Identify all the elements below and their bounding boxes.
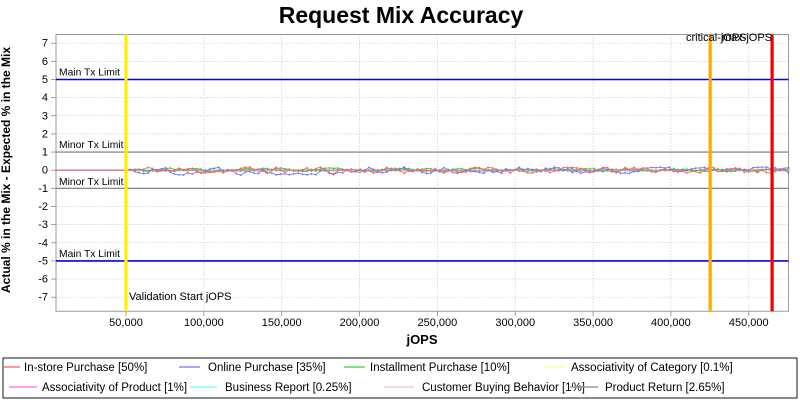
svg-text:250,000: 250,000 [417, 317, 457, 329]
svg-text:300,000: 300,000 [495, 317, 535, 329]
svg-text:7: 7 [42, 38, 48, 50]
svg-text:200,000: 200,000 [340, 317, 380, 329]
svg-text:Associativity of Category [0.1: Associativity of Category [0.1%] [571, 362, 733, 374]
svg-text:Request Mix Accuracy: Request Mix Accuracy [279, 2, 524, 28]
svg-text:-4: -4 [38, 237, 48, 249]
svg-text:2: 2 [42, 128, 48, 140]
svg-text:Online Purchase [35%]: Online Purchase [35%] [208, 362, 326, 374]
svg-text:4: 4 [42, 92, 48, 104]
svg-text:Minor Tx Limit: Minor Tx Limit [59, 177, 124, 188]
svg-text:450,000: 450,000 [729, 317, 769, 329]
svg-text:Installment Purchase [10%]: Installment Purchase [10%] [370, 362, 510, 374]
svg-text:max-jOPS: max-jOPS [722, 32, 772, 44]
svg-text:Main Tx Limit: Main Tx Limit [59, 249, 120, 260]
svg-text:-5: -5 [38, 255, 48, 267]
svg-text:-1: -1 [38, 183, 48, 195]
svg-text:100,000: 100,000 [184, 317, 224, 329]
svg-text:-3: -3 [38, 219, 48, 231]
svg-text:-6: -6 [38, 274, 48, 286]
svg-text:Minor Tx Limit: Minor Tx Limit [59, 140, 124, 151]
svg-text:Actual % in the Mix - Expected: Actual % in the Mix - Expected % in the … [0, 47, 13, 293]
svg-text:3: 3 [42, 110, 48, 122]
svg-text:Business Report [0.25%]: Business Report [0.25%] [225, 382, 352, 394]
svg-text:0: 0 [42, 165, 48, 177]
svg-text:Product Return [2.65%]: Product Return [2.65%] [605, 382, 725, 394]
svg-text:Main Tx Limit: Main Tx Limit [59, 68, 120, 79]
svg-text:Validation Start jOPS: Validation Start jOPS [129, 291, 232, 303]
svg-text:50,000: 50,000 [109, 317, 143, 329]
svg-text:350,000: 350,000 [573, 317, 613, 329]
svg-text:5: 5 [42, 74, 48, 86]
svg-text:400,000: 400,000 [651, 317, 691, 329]
svg-text:Customer Buying Behavior [1%]: Customer Buying Behavior [1%] [422, 382, 585, 394]
svg-text:Associativity of Product [1%]: Associativity of Product [1%] [42, 382, 187, 394]
svg-text:-2: -2 [38, 201, 48, 213]
svg-text:150,000: 150,000 [262, 317, 302, 329]
svg-text:In-store Purchase [50%]: In-store Purchase [50%] [24, 362, 147, 374]
svg-text:-7: -7 [38, 292, 48, 304]
svg-text:jOPS: jOPS [405, 332, 437, 347]
svg-text:1: 1 [42, 147, 48, 159]
svg-text:6: 6 [42, 56, 48, 68]
